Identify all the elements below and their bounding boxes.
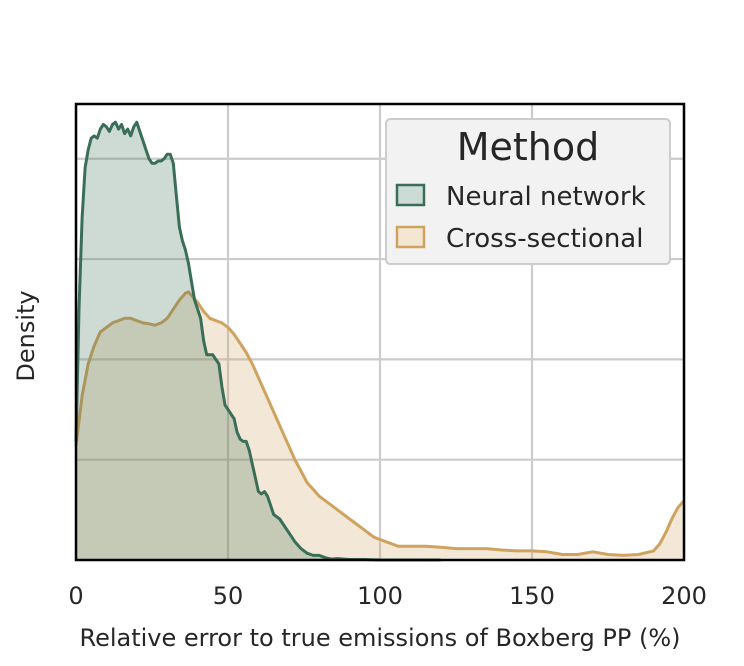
x-tick-label: 100 (357, 582, 403, 610)
neural-network-legend-swatch (395, 183, 426, 207)
cross-sectional-area-fill (76, 291, 684, 560)
cross-sectional-density-line (74, 290, 686, 557)
x-tick-labels: 0 50 100 150 200 (68, 582, 707, 610)
legend-entries: Neural network Cross-sectional (395, 182, 646, 254)
cross-sectional-legend-label: Cross-sectional (446, 224, 643, 254)
legend: Method Neural network Cross-sectional (385, 118, 671, 265)
neural-network-legend-label: Neural network (446, 182, 646, 212)
legend-box (385, 118, 671, 265)
cross-sectional-legend-swatch (395, 225, 426, 249)
plot-frame (74, 102, 686, 562)
x-axis-label: Relative error to true emissions of Boxb… (79, 624, 680, 652)
density-areas (74, 120, 686, 562)
x-tick-label: 50 (213, 582, 244, 610)
y-axis-label: Density (12, 290, 40, 381)
x-tick-label: 150 (509, 582, 555, 610)
neural-network-density-line (74, 120, 441, 562)
x-tick-label: 0 (68, 582, 83, 610)
legend-title: Method (457, 125, 600, 169)
x-tick-label: 200 (661, 582, 707, 610)
neural-network-area-fill (76, 122, 441, 560)
